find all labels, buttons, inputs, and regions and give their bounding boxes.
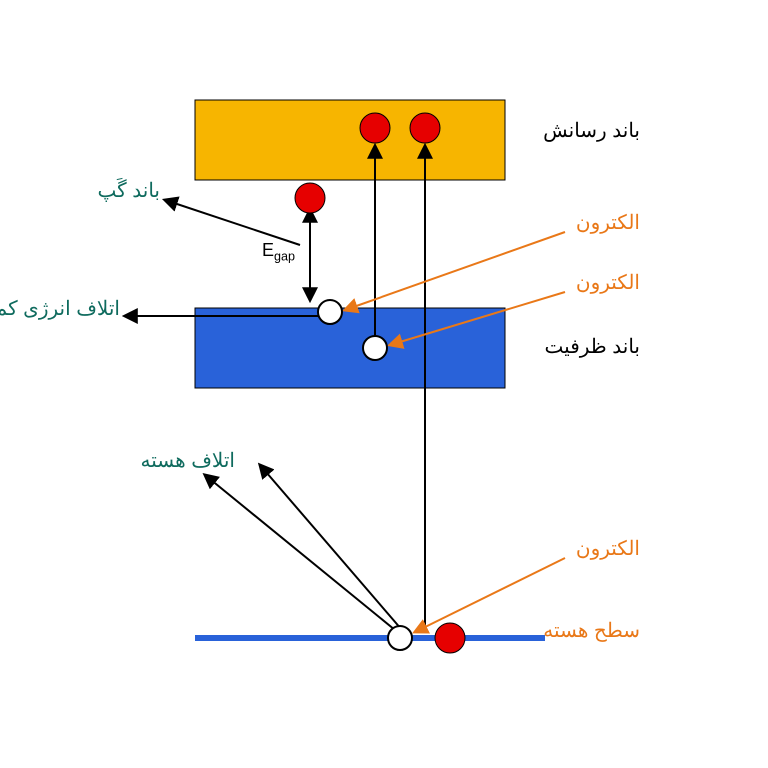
label-electron_3: الکترون (576, 538, 640, 560)
label-core_loss: اتلاف هسته (141, 450, 236, 472)
electron-red-2 (295, 183, 325, 213)
electron-red-3 (435, 623, 465, 653)
electron-red-0 (360, 113, 390, 143)
arrow-coreloss-out-1 (205, 475, 395, 630)
diagram-svg (0, 0, 768, 768)
label-low_loss: اتلاف انرژی کم (0, 298, 120, 320)
energy-band-diagram: باند رسانش باند ظرفیت سطح هسته باند گَپ اتلا… (0, 0, 768, 768)
arrow-bandgap-out (165, 200, 300, 245)
conduction-band (195, 100, 505, 180)
bands-group (195, 100, 545, 638)
label-egap: Egap (262, 241, 295, 264)
label-conduction_band: باند رسانش (543, 120, 640, 142)
arrow-coreloss-out-2 (260, 465, 402, 630)
hole-0 (318, 300, 342, 324)
arrow-electron-1-ptr (345, 232, 565, 310)
hole-1 (363, 336, 387, 360)
label-core_level: سطح هسته (543, 620, 640, 642)
label-band_gap: باند گَپ (98, 180, 160, 202)
electron-red-1 (410, 113, 440, 143)
arrows-group (125, 146, 565, 632)
valence-band (195, 308, 505, 388)
label-electron_2: الکترون (576, 272, 640, 294)
hole-2 (388, 626, 412, 650)
label-electron_1: الکترون (576, 212, 640, 234)
label-valence_band: باند ظرفیت (545, 336, 640, 358)
